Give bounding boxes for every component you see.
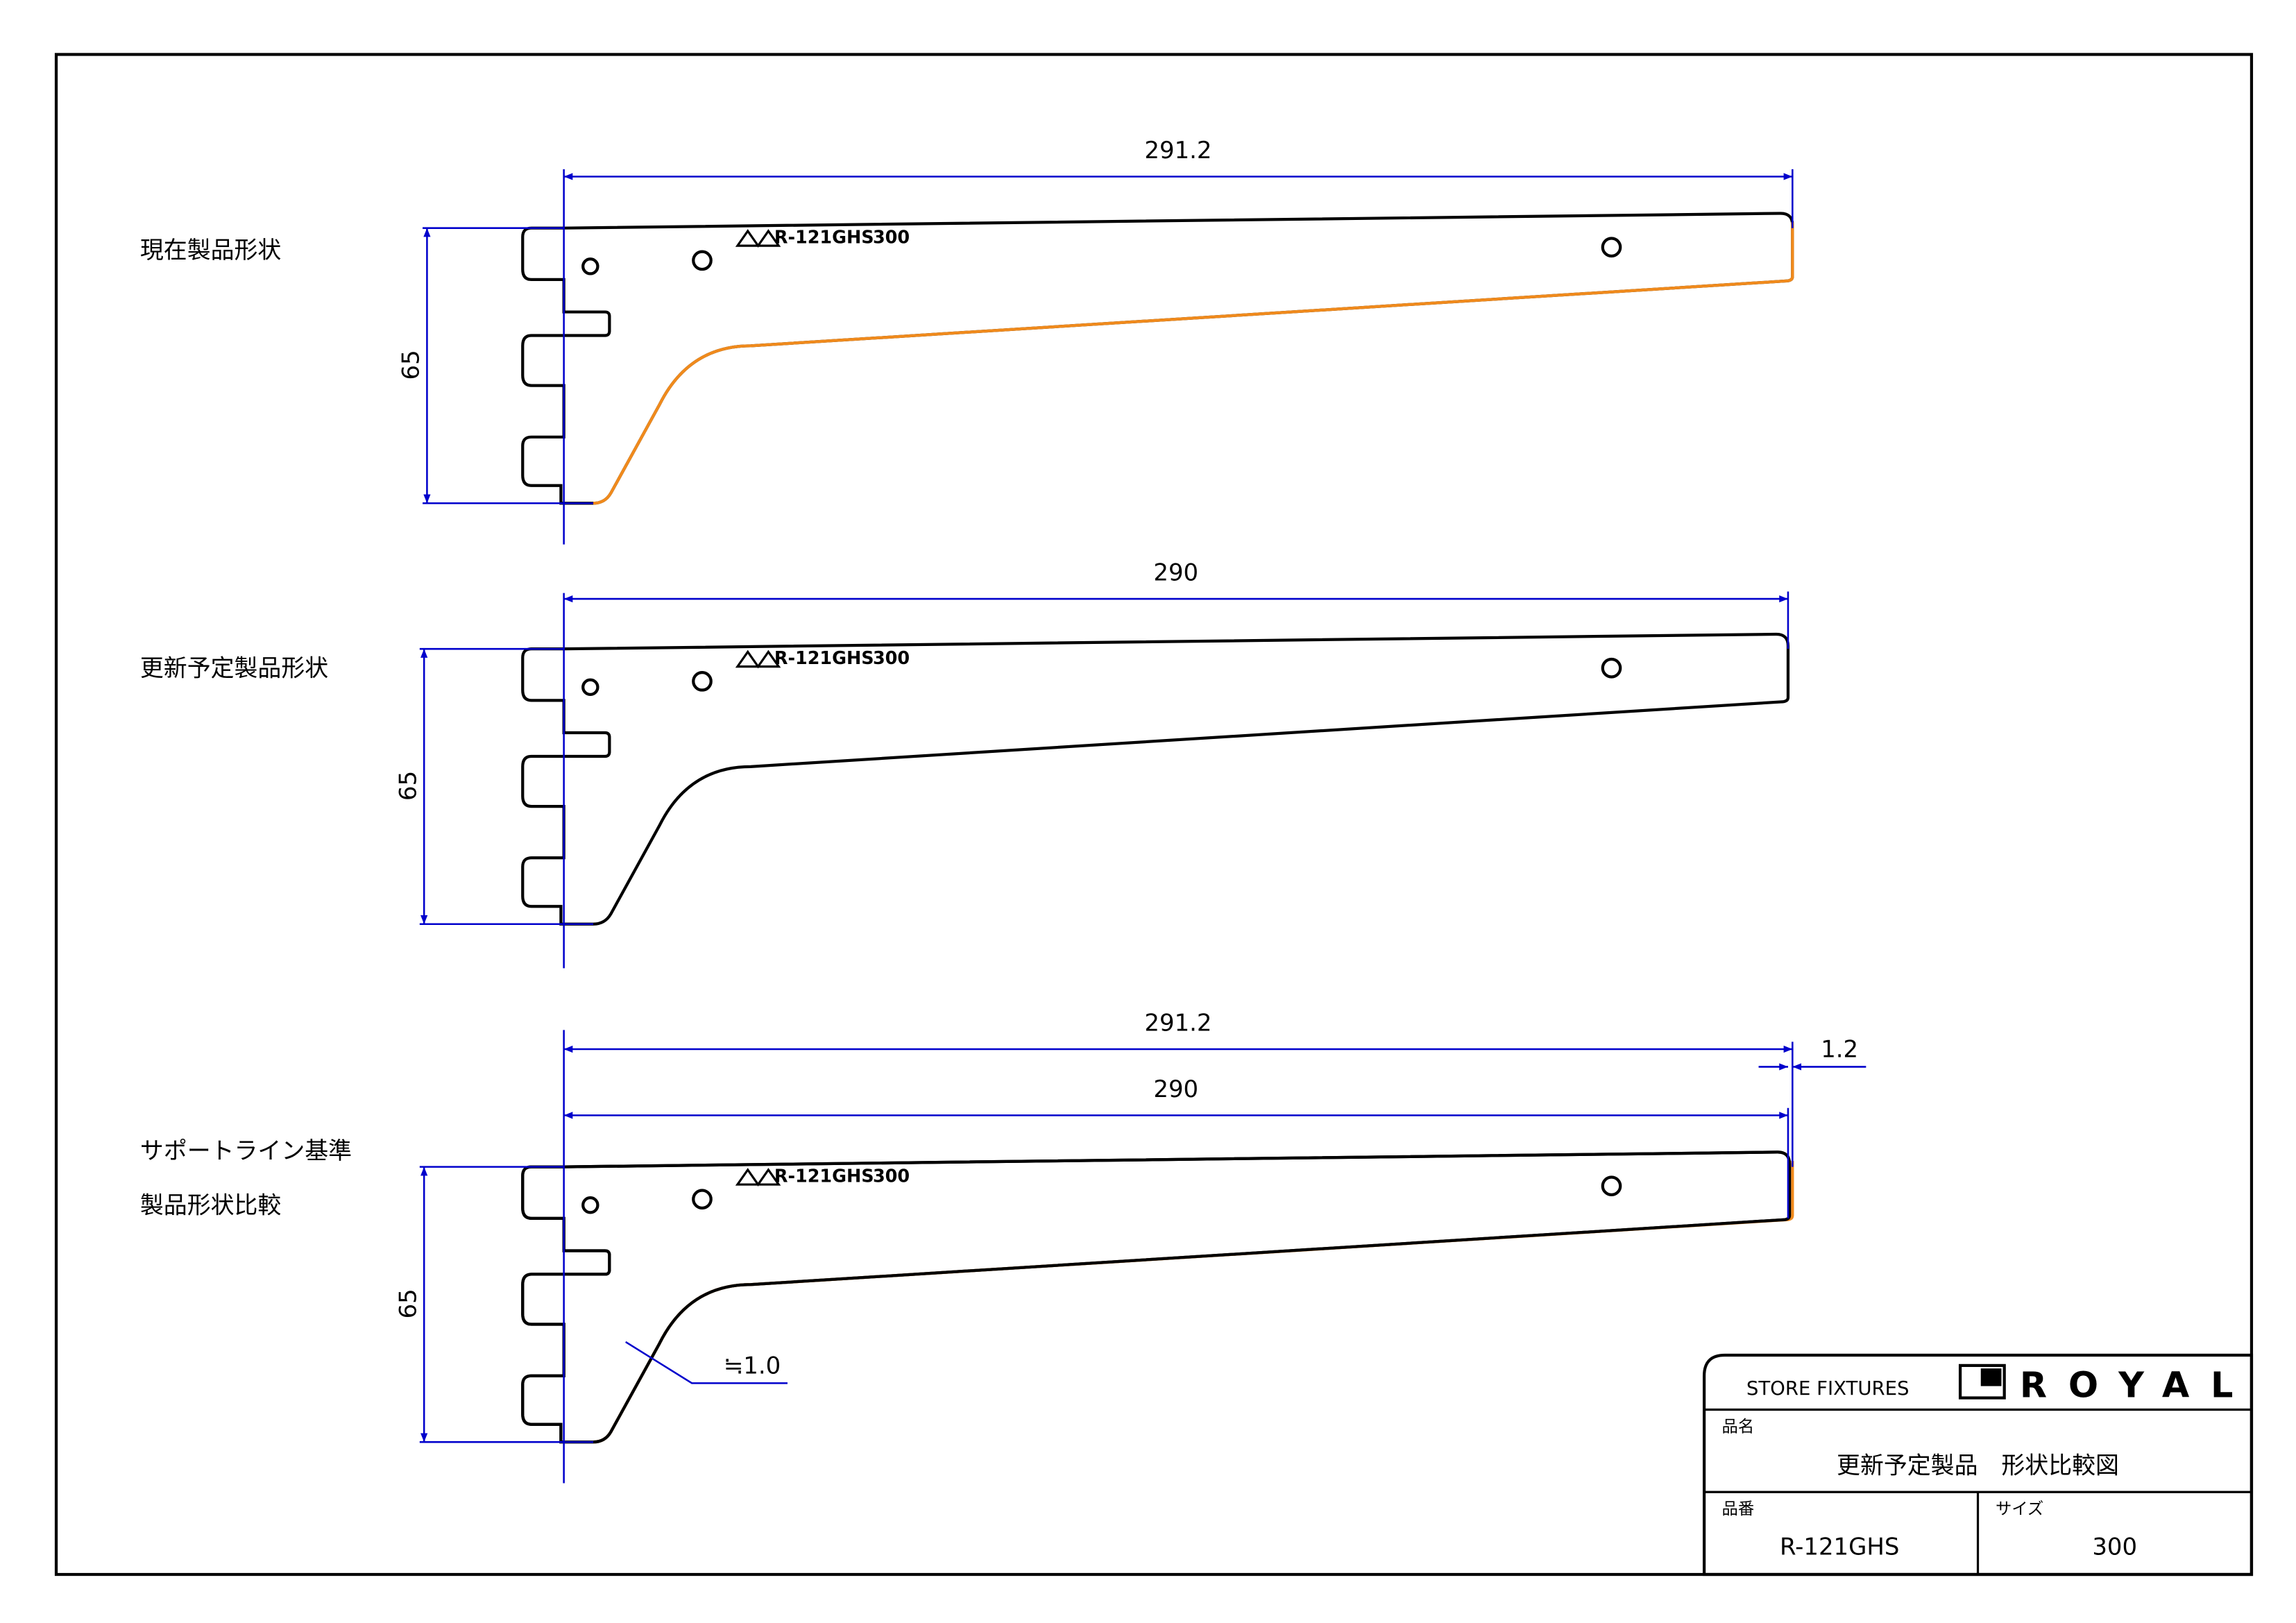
logo-mark: [735, 649, 781, 669]
bracket-overlay: [593, 222, 1794, 505]
size: 300: [2092, 1533, 2137, 1560]
title-block: STORE FIXTURES ROYAL 品名 更新予定製品 形状比較図 品番 …: [1702, 1353, 2254, 1577]
engraving: R-121GHS: [774, 227, 874, 248]
bracket-outline: [521, 632, 1790, 926]
bracket-overlay: [593, 1161, 1794, 1444]
dimension-value: 65: [398, 350, 425, 380]
thickness-note: ≒1.0: [724, 1352, 781, 1379]
dimension-value: 290: [1153, 559, 1198, 586]
dimension-value: 291.2: [1144, 1009, 1211, 1036]
view-label: 製品形状比較: [140, 1191, 282, 1218]
engraving-size: 300: [873, 227, 910, 248]
hole: [1601, 657, 1622, 679]
brand: ROYAL: [2020, 1366, 2233, 1407]
engraving-size: 300: [873, 647, 910, 668]
engraving: R-121GHS: [774, 647, 874, 668]
bracket-outline: [521, 1150, 1792, 1444]
view-label: サポートライン基準: [140, 1137, 352, 1164]
hole: [1601, 237, 1622, 258]
view-label: 現在製品形状: [140, 237, 281, 264]
dimension-value: 291.2: [1144, 137, 1211, 164]
dimension-value: 65: [394, 1289, 421, 1318]
name-label: 品名: [1722, 1417, 1755, 1436]
size-label: サイズ: [1996, 1499, 2043, 1518]
part-number: R-121GHS: [1780, 1533, 1899, 1560]
dimension-value: 1.2: [1821, 1036, 1858, 1063]
logo-mark: [735, 1168, 781, 1187]
view-label: 更新予定製品形状: [140, 654, 328, 681]
company: STORE FIXTURES: [1746, 1377, 1910, 1400]
logo-mark: [735, 229, 781, 248]
dimension-value: 290: [1153, 1076, 1198, 1103]
border: [54, 53, 2254, 1577]
hole: [692, 1189, 713, 1210]
bracket-outline: [521, 212, 1794, 505]
engraving-size: 300: [873, 1165, 910, 1186]
hole: [581, 1196, 599, 1214]
hole: [1601, 1175, 1622, 1197]
engraving: R-121GHS: [774, 1165, 874, 1186]
hole: [692, 670, 713, 692]
name: 更新予定製品 形状比較図: [1837, 1452, 2119, 1479]
hole: [581, 257, 599, 275]
dimension-value: 65: [394, 771, 421, 801]
hole: [581, 678, 599, 697]
part-label: 品番: [1722, 1499, 1755, 1518]
leader-line: [625, 1341, 788, 1384]
bracket-outline: [521, 1150, 1792, 1444]
hole: [692, 250, 713, 271]
